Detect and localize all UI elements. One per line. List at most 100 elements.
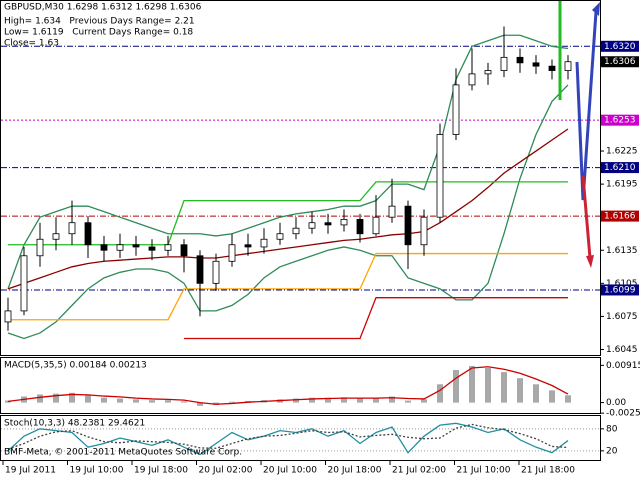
stoch-title: Stoch(10,3,3) 48.2381 29.4621 [4, 419, 145, 429]
macd-bar [229, 401, 235, 403]
candle-body [276, 233, 284, 240]
plot-layer [1, 26, 600, 456]
current-price-label: 1.6306 [604, 57, 636, 67]
y-tick-label: 0.00 [606, 398, 626, 408]
forecast-arrow-up [575, 11, 598, 201]
price-box-label: 1.6253 [604, 116, 636, 126]
candle-body [420, 216, 428, 246]
indicator-line [7, 34, 569, 290]
macd-title: MACD(5,35,5) 0.00184 0.00213 [4, 361, 147, 371]
y-tick-label: 1.6105 [606, 279, 638, 289]
candle-body [20, 255, 28, 312]
macd-bar [533, 384, 539, 403]
candle-body [52, 233, 60, 240]
price-box [601, 162, 639, 174]
y-tick-label: 80 [606, 424, 618, 434]
macd-bar [101, 397, 107, 403]
macd-bar [517, 378, 523, 403]
candle-body [212, 260, 220, 284]
y-tick-label: 1.6225 [606, 147, 638, 157]
candle-body [324, 222, 332, 226]
macd-bar [357, 398, 363, 403]
macd-bar [389, 396, 395, 403]
stoch-frame [0, 415, 601, 461]
macd-bar [373, 397, 379, 403]
candle-body [180, 244, 188, 257]
macd-bar [181, 401, 187, 403]
candle-body [260, 238, 268, 248]
y-tick-label: 20 [606, 446, 618, 456]
price-box [601, 210, 639, 222]
macd-bar [165, 400, 171, 403]
candle-body [4, 310, 12, 323]
macd-bar [149, 400, 155, 403]
stoch-main [7, 422, 569, 456]
macd-bar [325, 397, 331, 403]
copyright: BMF-Meta, © 2001-2011 MetaQuotes Softwar… [4, 448, 242, 458]
header-info: Low= 1.6119 Current Days Range= 0.18 [4, 28, 193, 38]
main-frame [0, 0, 601, 356]
candle-body [340, 218, 348, 226]
macd-bar [437, 384, 443, 403]
candle-body [356, 218, 364, 235]
price-box [601, 40, 639, 52]
macd-bar [69, 392, 75, 403]
price-box-label: 1.6099 [604, 285, 636, 295]
macd-bar [405, 400, 411, 403]
candle-body [436, 134, 444, 218]
x-tick-label: 21 Jul 10:00 [457, 466, 511, 476]
candle-body [564, 61, 572, 71]
candle-body [308, 222, 316, 229]
candle-body [548, 65, 556, 71]
forecast-arrow-down [581, 175, 592, 259]
macd-bar [341, 397, 347, 403]
price-box-label: 1.6166 [604, 212, 636, 222]
candle-body [388, 205, 396, 218]
candle-body [404, 205, 412, 246]
macd-bar [133, 399, 139, 403]
header-info: High= 1.634 Previous Days Range= 2.21 [4, 17, 195, 27]
indicator-line [7, 128, 569, 290]
arrowhead [586, 255, 594, 268]
y-tick-label: 1.6135 [606, 246, 638, 256]
macd-bar [501, 372, 507, 403]
candle-body [100, 244, 108, 251]
candle-body [516, 56, 524, 64]
x-tick-label: 20 Jul 18:00 [328, 466, 382, 476]
macd-bar [565, 395, 571, 403]
y-tick-label: -0.00259 [606, 409, 640, 419]
candle-body [532, 62, 540, 67]
macd-bar [85, 395, 91, 403]
y-tick-label: 0.00915 [606, 361, 640, 371]
macd-bar [309, 397, 315, 403]
x-tick-label: 19 Jul 2011 [5, 466, 56, 476]
y-tick-label: 1.6195 [606, 180, 638, 190]
candle-body [164, 244, 172, 251]
macd-bar [117, 398, 123, 403]
macd-bar [37, 394, 43, 403]
candle-body [484, 70, 492, 75]
indicator-line [184, 297, 568, 340]
macd-bar [549, 390, 555, 403]
candle-body [68, 222, 76, 235]
indicator-line [8, 252, 568, 321]
macd-bar [53, 393, 59, 403]
signal-line [7, 366, 569, 405]
candle-body [196, 255, 204, 284]
arrowhead [592, 2, 600, 16]
macd-bar [421, 399, 427, 403]
macd-frame [0, 357, 601, 414]
candle-body [468, 73, 476, 86]
macd-bar [5, 400, 11, 403]
candle-body [244, 244, 252, 248]
candle-body [228, 244, 236, 262]
x-tick-label: 21 Jul 18:00 [521, 466, 575, 476]
candle-body [84, 222, 92, 246]
price-box-label: 1.6210 [604, 163, 636, 173]
x-tick-label: 21 Jul 02:00 [392, 466, 446, 476]
price-box [601, 114, 639, 126]
x-tick-label: 19 Jul 18:00 [134, 466, 188, 476]
candle-body [372, 216, 380, 235]
macd-bar [469, 365, 475, 403]
